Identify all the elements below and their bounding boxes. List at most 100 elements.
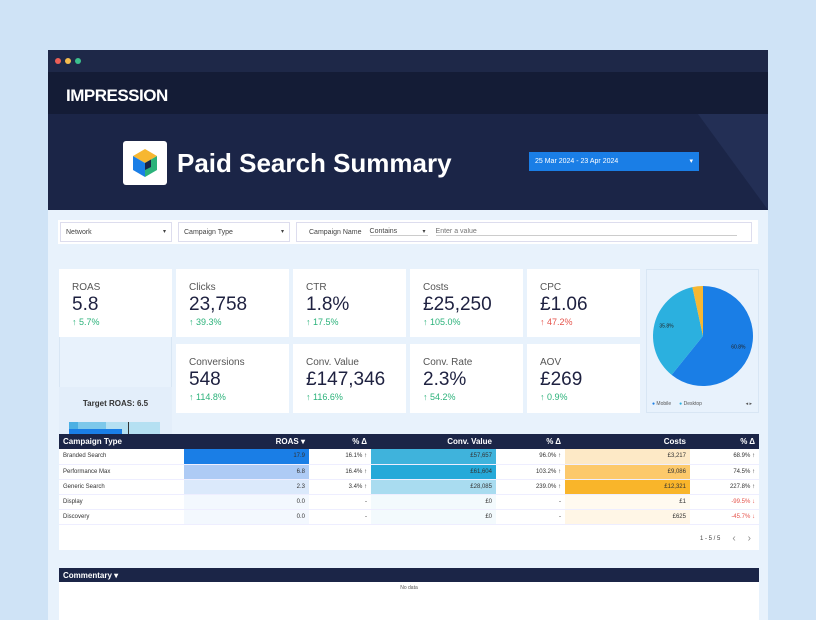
commentary-panel: Commentary ▾ No data xyxy=(59,568,759,620)
app-logo-icon xyxy=(123,141,167,185)
table-cell: 239.0% ↑ xyxy=(496,479,565,495)
commentary-empty: No data xyxy=(400,585,418,591)
kpi-card-ctr: CTR 1.8% ↑ 17.5% xyxy=(293,269,406,337)
kpi-delta: ↑ 105.0% xyxy=(423,317,461,327)
kpi-card-conv-value: Conv. Value £147,346 ↑ 116.6% xyxy=(293,344,406,413)
close-dot-icon[interactable] xyxy=(55,58,61,64)
table-cell: - xyxy=(309,494,371,510)
kpi-label: AOV xyxy=(540,357,562,368)
legend-mobile[interactable]: ● Mobile xyxy=(652,401,672,407)
kpi-card-conversions: Conversions 548 ↑ 114.8% xyxy=(176,344,289,413)
pie-legend: ● Mobile ● Desktop ◂ ▸ xyxy=(652,401,752,407)
kpi-delta: ↑ 17.5% xyxy=(306,317,339,327)
table-cell: Display xyxy=(59,494,184,510)
kpi-delta: ↑ 47.2% xyxy=(540,317,573,327)
device-pie-chart: 60.8% 35.8% ● Mobile ● Desktop ◂ ▸ xyxy=(646,269,759,413)
kpi-value: 2.3% xyxy=(423,369,467,390)
legend-page-arrows-icon[interactable]: ◂ ▸ xyxy=(745,401,752,407)
arrow-up-icon: ↑ xyxy=(540,392,545,402)
campaign-table: Campaign Type ROAS ▾% Δ Conv. Value% Δ Cost… xyxy=(59,434,759,550)
table-cell: 0.0 xyxy=(184,509,309,525)
column-header[interactable]: Costs xyxy=(564,434,690,449)
operator-select[interactable]: Contains ▾ xyxy=(369,228,428,236)
kpi-label: ROAS xyxy=(72,282,101,293)
kpi-label: CPC xyxy=(540,282,562,293)
bullet-target-marker xyxy=(128,422,130,445)
kpi-delta: ↑ 39.3% xyxy=(189,317,222,327)
table-row[interactable]: Generic Search 2.3 3.4% ↑ £28,085 239.0% ↑ £1… xyxy=(59,479,759,495)
table-cell: £0 xyxy=(371,494,496,510)
pie-slice-mobile[interactable] xyxy=(671,286,753,386)
filter-bar: Network ▾ Campaign Type ▾ Campaign Name Co… xyxy=(58,220,758,244)
table-cell: 3.4% ↑ xyxy=(309,479,371,495)
pagination-label: 1 - 5 / 5 xyxy=(699,535,721,542)
chevron-down-icon: ▾ xyxy=(689,158,693,165)
table-cell: 227.8% ↑ xyxy=(689,479,759,495)
chevron-down-icon: ▾ xyxy=(280,229,284,235)
kpi-card-cpc: CPC £1.06 ↑ 47.2% xyxy=(527,269,640,337)
date-range-value: 25 Mar 2024 - 23 Apr 2024 xyxy=(535,158,619,165)
campaign-name-input[interactable] xyxy=(435,228,737,236)
maximize-dot-icon[interactable] xyxy=(75,58,81,64)
table-cell: - xyxy=(309,509,371,525)
table-cell: 0.0 xyxy=(184,494,309,510)
table-cell: 103.2% ↑ xyxy=(496,464,565,480)
date-range-picker[interactable]: 25 Mar 2024 - 23 Apr 2024 ▾ xyxy=(529,152,699,171)
dashboard-window: IMPRESSION Paid Search Summary 25 Mar 20… xyxy=(48,50,768,620)
table-cell: £1 xyxy=(564,494,690,510)
legend-desktop[interactable]: ● Desktop xyxy=(679,401,702,407)
arrow-up-icon: ↑ xyxy=(423,392,428,402)
table-row[interactable]: Branded Search 17.9 16.1% ↑ £57,657 96.0% ↑ £… xyxy=(59,449,759,465)
column-header[interactable]: % Δ xyxy=(496,434,565,449)
table-row[interactable]: Display 0.0- £0- £1 -99.5% ↓ xyxy=(59,494,759,510)
column-header[interactable]: Conv. Value xyxy=(371,434,496,449)
arrow-up-icon: ↑ xyxy=(306,392,311,402)
prev-page-button[interactable]: ‹ xyxy=(732,533,736,544)
kpi-value: 548 xyxy=(189,369,221,390)
pie-slice-other[interactable] xyxy=(692,286,703,336)
brand-logo: IMPRESSION xyxy=(48,72,768,114)
column-header[interactable]: % Δ xyxy=(309,434,371,449)
table-cell: - xyxy=(496,509,565,525)
table-cell: £0 xyxy=(371,509,496,525)
kpi-delta: ↑ 0.9% xyxy=(540,392,568,402)
table-cell: 16.1% ↑ xyxy=(309,449,371,465)
table-row[interactable]: Performance Max 6.8 16.4% ↑ £61,604 103.2% ↑… xyxy=(59,464,759,480)
table-cell: 6.8 xyxy=(184,464,309,480)
column-header[interactable]: % Δ xyxy=(689,434,759,449)
kpi-value: £1.06 xyxy=(540,294,588,315)
commentary-header[interactable]: Commentary ▾ xyxy=(59,568,759,582)
table-cell: Branded Search xyxy=(59,449,184,465)
table-cell: £3,217 xyxy=(564,449,690,465)
arrow-up-icon: ↑ xyxy=(189,317,194,327)
table-cell: -99.5% ↓ xyxy=(689,494,759,510)
next-page-button[interactable]: › xyxy=(747,533,751,544)
table-cell: -45.7% ↓ xyxy=(689,509,759,525)
network-filter[interactable]: Network ▾ xyxy=(60,222,172,242)
minimize-dot-icon[interactable] xyxy=(65,58,71,64)
banner: Paid Search Summary 25 Mar 2024 - 23 Apr… xyxy=(48,114,768,210)
arrow-up-icon: ↑ xyxy=(189,392,194,402)
table-cell: £9,086 xyxy=(564,464,690,480)
pie-label: 60.8% xyxy=(731,344,746,350)
campaign-type-filter[interactable]: Campaign Type ▾ xyxy=(178,222,290,242)
arrow-up-icon: ↑ xyxy=(306,317,311,327)
target-roas-label: Target ROAS: 6.5 xyxy=(82,399,149,408)
kpi-value: £269 xyxy=(540,369,583,390)
table-cell: 96.0% ↑ xyxy=(496,449,565,465)
pie-slice-desktop[interactable] xyxy=(653,287,703,375)
column-header[interactable]: Campaign Type xyxy=(59,434,184,449)
table-cell: £625 xyxy=(564,509,690,525)
kpi-value: 23,758 xyxy=(189,294,248,315)
kpi-value: £147,346 xyxy=(306,369,386,390)
kpi-delta: ↑ 114.8% xyxy=(189,392,226,402)
table-cell: Generic Search xyxy=(59,479,184,495)
arrow-up-icon: ↑ xyxy=(540,317,545,327)
table-cell: 68.9% ↑ xyxy=(689,449,759,465)
table-row[interactable]: Discovery 0.0- £0- £625 -45.7% ↓ xyxy=(59,509,759,525)
kpi-value: 5.8 xyxy=(72,294,99,315)
column-header[interactable]: ROAS ▾ xyxy=(184,434,309,449)
kpi-value: 1.8% xyxy=(306,294,350,315)
kpi-delta: ↑ 54.2% xyxy=(423,392,456,402)
table-cell: - xyxy=(496,494,565,510)
